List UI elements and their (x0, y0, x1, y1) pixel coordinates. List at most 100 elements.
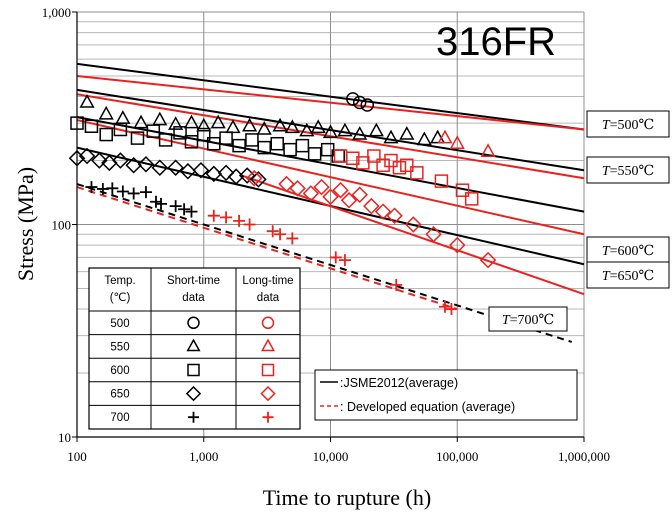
data-point-triangle-550 (299, 122, 315, 137)
table-long-marker-triangle (260, 338, 276, 352)
jsme2012-line-500 (76, 62, 585, 131)
data-point-square-600 (283, 142, 297, 157)
data-point-triangle-550 (272, 117, 288, 132)
data-point-square-600 (410, 166, 424, 180)
data-point-diamond-650 (386, 207, 403, 224)
data-point-square-600 (113, 122, 128, 137)
data-point-square-600 (232, 138, 246, 153)
table-temp-cell: 700 (110, 412, 129, 424)
y-axis-label: Stress (MPa) (13, 167, 38, 281)
data-point-plus-700 (85, 181, 98, 194)
table-temp-cell: 500 (110, 318, 129, 330)
temperature-label-650: T=650℃ (602, 269, 654, 284)
data-point-diamond-650 (217, 164, 235, 182)
data-point-square-600 (434, 174, 449, 188)
data-point-diamond-650 (250, 171, 267, 188)
data-point-square-600 (99, 127, 113, 142)
data-point-triangle-550 (383, 129, 399, 144)
data-point-diamond-650 (192, 161, 210, 179)
data-point-square-600 (392, 160, 407, 175)
table-header: data (257, 292, 280, 304)
temperature-label-550: T=550℃ (602, 164, 654, 179)
data-point-plus-700 (390, 278, 403, 291)
data-point-circle-500 (360, 98, 375, 112)
table-frame (88, 267, 301, 430)
data-point-diamond-650 (78, 147, 96, 165)
temperature-label-box (586, 156, 670, 184)
data-point-plus-700 (207, 209, 220, 222)
data-point-triangle-550 (430, 129, 446, 144)
data-point-square-600 (464, 192, 479, 206)
developed-line-500 (76, 74, 585, 131)
data-point-diamond-650 (374, 203, 392, 220)
data-point-diamond-650 (278, 175, 295, 193)
legend-frame (314, 369, 578, 421)
data-point-plus-700 (185, 205, 198, 218)
data-point-triangle-550 (168, 116, 184, 130)
table-header: data (182, 292, 205, 304)
legend-entry: : Developed equation (average) (340, 400, 515, 414)
table-short-marker-plus (188, 411, 199, 423)
data-point-plus-700 (266, 225, 279, 238)
chart-title: 316FR (436, 20, 556, 64)
table-header: (℃) (110, 292, 131, 304)
data-point-square-600 (356, 156, 370, 170)
x-tick-label: 100 (67, 449, 87, 464)
data-point-diamond-650 (125, 157, 142, 174)
developed-line-650 (241, 174, 585, 296)
data-point-plus-700 (286, 232, 299, 245)
table-header: Short-time (167, 275, 220, 287)
x-tick-label: 10,000 (313, 449, 349, 464)
data-point-triangle-550 (368, 122, 384, 137)
data-point-square-600 (307, 147, 322, 161)
data-point-triangle-550 (352, 126, 368, 140)
data-point-diamond-650 (332, 181, 349, 199)
data-markers (68, 92, 497, 316)
data-point-diamond-650 (405, 216, 422, 233)
data-point-plus-700 (178, 203, 191, 216)
table-short-marker-circle (187, 316, 200, 330)
x-axis-label: Time to rupture (h) (263, 485, 431, 510)
data-point-square-600 (184, 135, 199, 149)
data-point-plus-700 (149, 195, 162, 208)
temperature-label-box (586, 110, 670, 138)
temperature-label-box (488, 306, 568, 332)
data-point-diamond-650 (167, 159, 184, 176)
table-temp-cell: 600 (110, 365, 129, 377)
legend: :JSME2012(average): Developed equation (… (314, 369, 578, 421)
data-point-triangle-550 (449, 135, 465, 149)
data-point-triangle-550 (242, 117, 258, 132)
data-point-triangle-550 (337, 122, 353, 137)
data-point-diamond-650 (179, 163, 197, 180)
data-point-diamond-650 (425, 225, 442, 243)
table-long-marker-square (261, 363, 275, 377)
data-point-diamond-650 (363, 197, 380, 215)
data-point-square-600 (367, 149, 381, 163)
data-point-plus-700 (169, 200, 182, 213)
temperature-label-box (586, 261, 670, 289)
data-point-square-600 (173, 126, 187, 140)
data-point-diamond-650 (245, 170, 263, 187)
data-point-square-600 (130, 131, 145, 145)
data-point-diamond-650 (351, 186, 368, 204)
developed-line-600 (76, 119, 585, 236)
data-point-triangle-550 (322, 124, 339, 139)
data-point-triangle-550 (79, 94, 95, 108)
data-point-triangle-550 (437, 129, 453, 144)
data-point-plus-700 (116, 185, 129, 198)
data-point-square-600 (158, 133, 173, 147)
data-point-triangle-550 (115, 110, 131, 124)
data-point-plus-700 (220, 211, 233, 224)
data-point-plus-700 (155, 197, 168, 210)
data-point-square-600 (376, 158, 390, 173)
table-long-marker-plus (262, 411, 274, 423)
data-point-square-600 (400, 158, 414, 173)
data-point-triangle-550 (196, 117, 212, 132)
table-short-marker-triangle (186, 338, 201, 352)
data-point-diamond-650 (112, 152, 129, 169)
data-point-plus-700 (243, 218, 256, 231)
data-point-triangle-550 (256, 121, 272, 135)
data-point-diamond-650 (448, 236, 466, 254)
y-tick-label: 100 (52, 218, 72, 233)
